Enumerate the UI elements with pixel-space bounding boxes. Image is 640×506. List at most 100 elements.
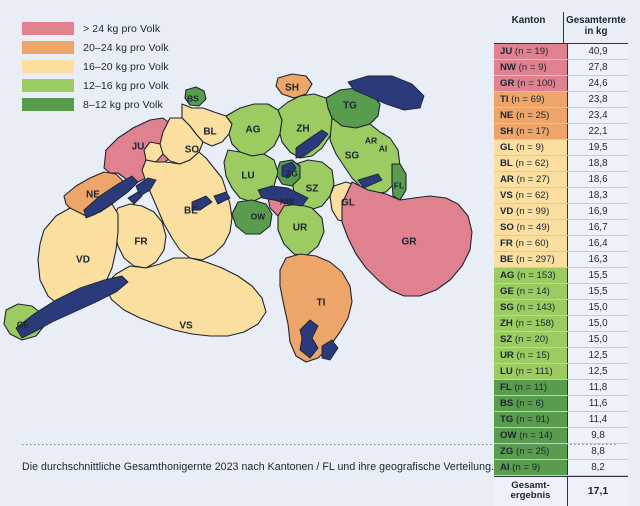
table-row: NW (n = 9) 27,8 [494, 59, 628, 76]
lake-lugano [299, 319, 319, 359]
table-cell-canton: JU (n = 19) [494, 43, 567, 59]
canton-code: AI [500, 461, 510, 473]
table-row: BS (n = 6) 11,6 [494, 395, 628, 412]
table-cell-canton: SG (n = 143) [494, 299, 567, 315]
table-row: OW (n = 14) 9,8 [494, 427, 628, 444]
table-cell-value: 15,0 [567, 299, 628, 315]
map-label-AG: AG [246, 125, 261, 136]
table-row: SH (n = 17) 22,1 [494, 123, 628, 140]
canton-sample-size: (n = 25) [513, 445, 550, 457]
canton-code: ZH [500, 317, 513, 329]
table-cell-value: 8,2 [567, 459, 628, 475]
table-row: JU (n = 19) 40,9 [494, 43, 628, 60]
map-label-VS: VS [179, 321, 193, 332]
table-cell-value: 15,0 [567, 331, 628, 347]
canton-shape-BE [141, 151, 233, 261]
canton-code: JU [500, 45, 513, 57]
table-cell-value: 18,8 [567, 155, 628, 171]
table-cell-canton: VS (n = 62) [494, 187, 567, 203]
table-row: TG (n = 91) 11,4 [494, 411, 628, 428]
legend-swatch [22, 41, 74, 54]
table-cell-value: 11,4 [567, 411, 628, 427]
table-cell-value: 12,5 [567, 363, 628, 379]
table-cell-value: 18,6 [567, 171, 628, 187]
canton-code: FR [500, 237, 513, 249]
table-cell-value: 19,5 [567, 139, 628, 155]
table-cell-value: 9,8 [567, 427, 628, 443]
canton-code: LU [500, 365, 513, 377]
map-label-ZG: ZG [286, 168, 298, 178]
table-row: GR (n = 100) 24,6 [494, 75, 628, 92]
table-cell-canton: SO (n = 49) [494, 219, 567, 235]
table-cell-value: 27,8 [567, 59, 628, 75]
canton-code: BE [500, 253, 514, 265]
map-label-LU: LU [241, 171, 254, 182]
canton-shape-VS [103, 257, 267, 337]
table-cell-canton: AI (n = 9) [494, 459, 567, 475]
lake-geneva [15, 275, 129, 339]
lake-walen [357, 173, 383, 189]
canton-code: SG [500, 301, 514, 313]
table-cell-canton: SH (n = 17) [494, 123, 567, 139]
canton-shape-AG [225, 103, 283, 157]
canton-code: UR [500, 349, 514, 361]
canton-sample-size: (n = 100) [514, 77, 556, 89]
table-cell-value: 15,5 [567, 283, 628, 299]
canton-sample-size: (n = 19) [512, 45, 549, 57]
map-label-SO: SO [185, 145, 200, 156]
map-label-GL: GL [341, 198, 355, 209]
map-label-NW: NW [280, 196, 295, 206]
table-cell-value: 40,9 [567, 43, 628, 59]
canton-code: VS [500, 189, 513, 201]
lake-neuchatel [83, 175, 139, 219]
table-cell-canton: GR (n = 100) [494, 75, 567, 91]
table-cell-value: 18,3 [567, 187, 628, 203]
canton-code: BS [500, 397, 514, 409]
legend-swatch [22, 98, 74, 111]
canton-code: SZ [500, 333, 513, 345]
table-cell-canton: OW (n = 14) [494, 427, 567, 443]
legend-label: 20–24 kg pro Volk [83, 41, 169, 54]
map-label-AR: AR [365, 135, 377, 145]
canton-sample-size: (n = 143) [513, 301, 556, 313]
table-row: VD (n = 99) 16,9 [494, 203, 628, 220]
header-gesamternte-line1: Gesamternte [566, 15, 626, 26]
map-label-ZH: ZH [296, 124, 309, 135]
legend-item: 16–20 kg pro Volk [22, 58, 182, 75]
legend-swatch [22, 79, 74, 92]
table-cell-canton: BE (n = 297) [494, 251, 567, 267]
caption-text: Die durchschnittliche Gesamthonigernte 2… [22, 461, 495, 473]
table-cell-value: 12,5 [567, 347, 628, 363]
lake-constance [347, 75, 425, 111]
canton-sample-size: (n = 9) [513, 141, 544, 153]
caption-separator [22, 444, 618, 445]
table-cell-canton: UR (n = 15) [494, 347, 567, 363]
table-cell-value: 23,8 [567, 91, 628, 107]
switzerland-map: JU BS BL SO AG ZH SH TG AR AI SG FL GL SZ ZG LU NW OW UR GR… [0, 46, 492, 428]
canton-sample-size: (n = 14) [513, 285, 550, 297]
map-label-VD: VD [76, 255, 90, 266]
table-cell-canton: VD (n = 99) [494, 203, 567, 219]
canton-code: NE [500, 109, 514, 121]
canton-sample-size: (n = 153) [514, 269, 556, 281]
table-row: AG (n = 153) 15,5 [494, 267, 628, 284]
lake-zurich [295, 129, 329, 159]
canton-sample-size: (n = 62) [512, 189, 549, 201]
table-cell-canton: TG (n = 91) [494, 411, 567, 427]
map-label-BS: BS [187, 93, 199, 103]
table-cell-canton: AG (n = 153) [494, 267, 567, 283]
canton-table: Kanton Gesamternte in kg JU (n = 19) 40,9… [494, 12, 628, 506]
canton-shape-OW [231, 199, 273, 235]
canton-code: TG [500, 413, 514, 425]
map-label-NE: NE [86, 190, 100, 201]
table-header-row: Kanton Gesamternte in kg [494, 12, 628, 44]
canton-code: VD [500, 205, 514, 217]
legend-label: 16–20 kg pro Volk [83, 60, 169, 73]
table-cell-canton: SZ (n = 20) [494, 331, 567, 347]
canton-code: AG [500, 269, 515, 281]
lakes-layer [15, 75, 425, 361]
canton-code: OW [500, 429, 517, 441]
map-label-BL: BL [203, 127, 216, 138]
canton-shape-BS [184, 86, 207, 107]
canton-code: GL [500, 141, 514, 153]
